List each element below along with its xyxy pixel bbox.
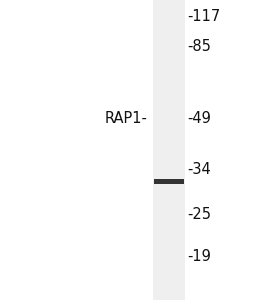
Text: -19: -19 [188,249,211,264]
Text: -49: -49 [188,111,211,126]
Text: -25: -25 [188,207,212,222]
Bar [153,0,185,300]
Text: RAP1-: RAP1- [104,111,147,126]
Bar [154,179,184,184]
Text: -34: -34 [188,162,211,177]
Text: -85: -85 [188,39,211,54]
Text: -117: -117 [188,9,221,24]
